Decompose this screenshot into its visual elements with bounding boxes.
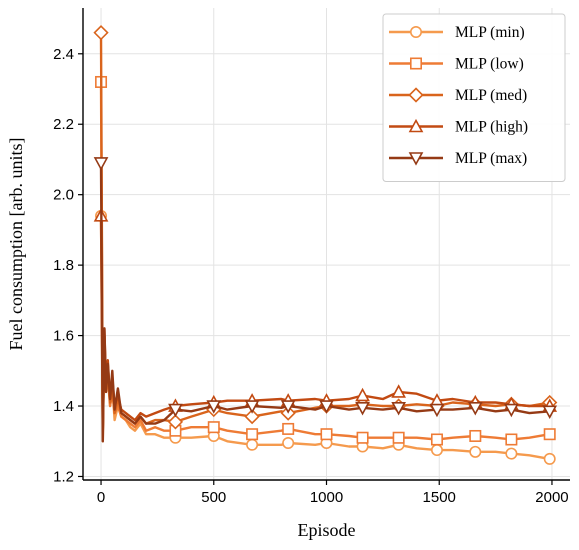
y-axis-title: Fuel consumption [arb. units]	[6, 138, 26, 351]
legend-marker	[409, 57, 422, 70]
data-point	[93, 157, 109, 171]
data-point	[543, 428, 556, 441]
data-point	[320, 428, 333, 441]
data-point	[355, 387, 370, 402]
data-point	[392, 431, 405, 444]
series-3	[93, 208, 558, 432]
legend-item: MLP (max)	[389, 150, 527, 167]
data-point	[504, 403, 519, 418]
legend-item: MLP (low)	[389, 56, 524, 73]
data-point	[282, 422, 295, 435]
legend-box	[382, 13, 566, 182]
x-tick-label: 1500	[423, 489, 456, 506]
y-tick-label: 1.6	[53, 328, 74, 345]
y-tick-label: 2.0	[53, 187, 74, 204]
x-tick-label: 500	[201, 489, 226, 506]
data-point	[469, 429, 482, 442]
legend-label: MLP (low)	[455, 56, 524, 73]
data-point	[206, 400, 222, 414]
data-point	[246, 428, 259, 441]
y-tick-label: 2.4	[53, 46, 74, 63]
legend-marker	[408, 118, 424, 133]
data-point	[391, 384, 406, 398]
data-point	[167, 414, 184, 430]
data-point	[356, 431, 369, 444]
legend-marker	[408, 152, 424, 166]
x-tick-label: 0	[97, 489, 105, 506]
data-point	[505, 447, 518, 460]
grid	[83, 8, 570, 480]
legend-label: MLP (high)	[455, 119, 528, 136]
series-0	[95, 209, 556, 465]
data-point	[280, 400, 296, 414]
data-point	[430, 433, 443, 446]
data-point	[391, 401, 406, 416]
data-point	[93, 25, 109, 41]
data-point	[542, 405, 558, 419]
data-point	[430, 444, 443, 457]
data-point	[469, 445, 482, 458]
y-tick-label: 1.2	[53, 468, 74, 485]
x-tick-label: 2000	[535, 489, 568, 506]
legend-label: MLP (med)	[455, 87, 527, 104]
data-point	[505, 433, 518, 446]
legend-item: MLP (high)	[389, 119, 528, 136]
data-point	[282, 437, 295, 450]
data-point	[467, 401, 483, 416]
legend-label: MLP (max)	[455, 150, 527, 167]
y-tick-label: 1.4	[53, 398, 74, 415]
x-axis-title: Episode	[298, 520, 356, 540]
legend-label: MLP (min)	[455, 24, 525, 41]
legend-marker	[409, 25, 422, 38]
series-line	[99, 215, 550, 461]
legend-marker	[408, 87, 424, 103]
series-layer	[93, 25, 558, 465]
data-point	[246, 438, 259, 451]
y-tick-label: 1.8	[53, 257, 74, 274]
data-point	[207, 421, 220, 434]
data-point	[319, 400, 334, 414]
legend: MLP (min) MLP (low) MLP (med) MLP (high) MLP…	[382, 13, 566, 182]
x-tick-label: 1000	[310, 489, 343, 506]
legend-item: MLP (min)	[389, 24, 525, 41]
data-point	[355, 401, 370, 416]
data-point	[543, 452, 556, 465]
data-point	[429, 403, 445, 418]
data-point	[244, 400, 260, 414]
data-point	[168, 403, 183, 418]
data-point	[244, 408, 260, 425]
y-tick-label: 2.2	[53, 116, 74, 133]
series-4	[93, 157, 558, 443]
legend-item: MLP (med)	[389, 87, 527, 104]
ticks: 0 500 1000 1500 2000 1.2 1.4 1.6 1.8 2.0 2.2 2.4	[53, 46, 569, 506]
